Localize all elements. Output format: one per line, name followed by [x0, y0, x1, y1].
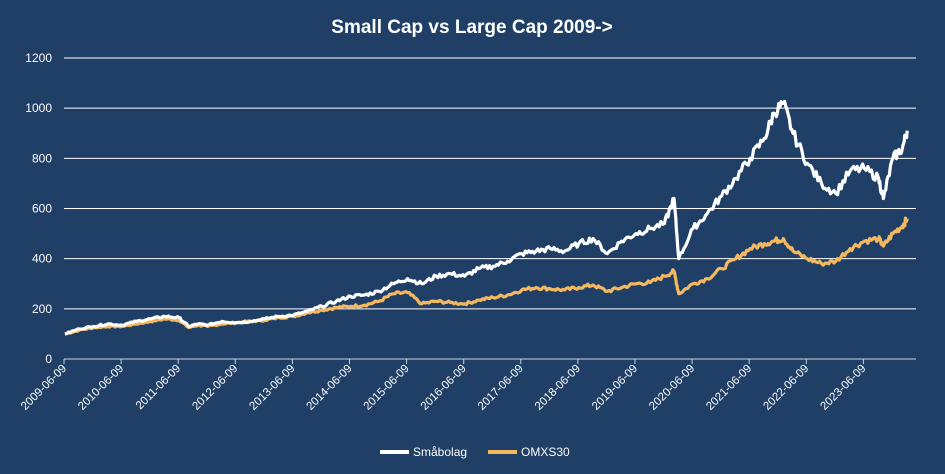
gridlines — [64, 57, 916, 360]
x-tick-label: 2016-06-09 — [419, 363, 469, 413]
x-tick-label: 2018-06-09 — [533, 363, 583, 413]
x-tick-label: 2022-06-09 — [761, 363, 811, 413]
x-tick-label: 2011-06-09 — [134, 363, 183, 412]
x-tick-label: 2012-06-09 — [190, 363, 240, 413]
x-tick-label: 2009-06-09 — [19, 363, 69, 413]
y-tick-label: 0 — [45, 352, 52, 366]
y-tick-label: 400 — [32, 252, 52, 266]
series-line-smabolag — [64, 99, 909, 336]
y-tick-label: 800 — [32, 151, 52, 165]
legend-label-omxs30: OMXS30 — [521, 445, 570, 459]
y-tick-label: 600 — [32, 202, 52, 216]
y-axis: 0 200 400 600 800 1000 1200 — [25, 51, 52, 366]
legend-label-smabolag: Småbolag — [413, 445, 467, 459]
x-axis: 2009-06-09 2010-06-09 2011-06-09 2012-06-09… — [19, 359, 869, 413]
legend: Småbolag OMXS30 — [380, 445, 570, 459]
x-tick-label: 2017-06-09 — [476, 363, 526, 413]
y-tick-label: 1000 — [25, 101, 52, 115]
x-tick-label: 2010-06-09 — [76, 363, 126, 413]
x-tick-label: 2015-06-09 — [362, 363, 412, 413]
x-tick-label: 2020-06-09 — [647, 363, 697, 413]
y-tick-label: 200 — [32, 302, 52, 316]
series-line-omxs30 — [64, 216, 909, 336]
chart-title: Small Cap vs Large Cap 2009-> — [331, 17, 612, 38]
x-tick-label: 2023-06-09 — [818, 363, 868, 413]
x-tick-label: 2013-06-09 — [247, 363, 297, 413]
x-tick-label: 2014-06-09 — [305, 363, 355, 413]
x-tick-label: 2019-06-09 — [590, 363, 640, 413]
x-tick-label: 2021-06-09 — [704, 363, 754, 413]
y-tick-label: 1200 — [25, 51, 52, 65]
series-lines — [64, 99, 909, 336]
